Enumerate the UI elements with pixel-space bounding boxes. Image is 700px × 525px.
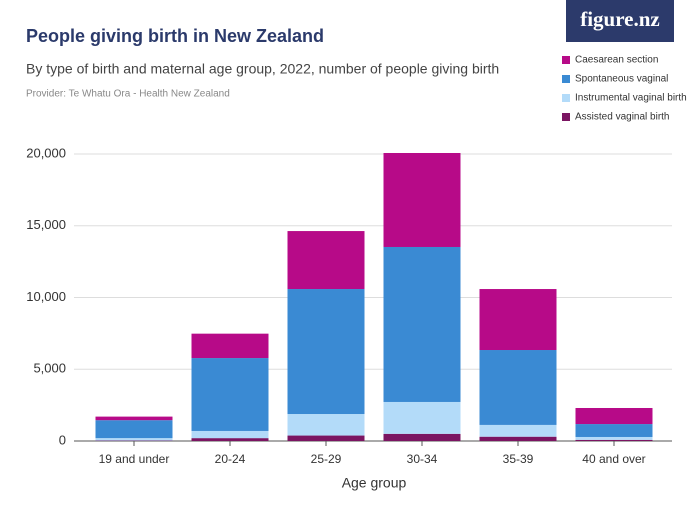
bar-segment <box>479 289 557 351</box>
logo: figure.nz <box>580 7 660 31</box>
legend-swatch <box>562 113 570 121</box>
legend-swatch <box>562 56 570 64</box>
bar-segment <box>479 424 557 437</box>
bar-segment <box>287 289 365 415</box>
x-tick-label: 30-34 <box>407 452 438 466</box>
provider: Provider: Te Whatu Ora - Health New Zeal… <box>26 89 230 100</box>
bar-segment <box>575 407 653 425</box>
legend-label: Caesarean section <box>575 55 658 66</box>
legend-label: Spontaneous vaginal <box>575 74 668 85</box>
bar-segment <box>287 231 365 290</box>
bar-segment <box>191 438 269 441</box>
chart-title: People giving birth in New Zealand <box>26 26 324 46</box>
x-tick-label: 40 and over <box>582 452 645 466</box>
bar-segment <box>191 430 269 439</box>
bar-segment <box>95 416 173 421</box>
bar-segment <box>287 414 365 436</box>
x-tick-label: 25-29 <box>311 452 342 466</box>
y-tick-label: 5,000 <box>33 361 66 376</box>
y-tick-label: 10,000 <box>26 289 66 304</box>
bar-segment <box>383 246 461 402</box>
bar-segment <box>575 424 653 437</box>
bar-segment <box>479 436 557 441</box>
bar-segment <box>383 152 461 247</box>
bar-segment <box>575 439 653 441</box>
x-tick-label: 35-39 <box>503 452 534 466</box>
legend-label: Assisted vaginal birth <box>575 112 670 123</box>
bar-segment <box>383 401 461 434</box>
y-tick-label: 0 <box>59 432 66 447</box>
y-tick-label: 15,000 <box>26 217 66 232</box>
x-tick-label: 19 and under <box>99 452 170 466</box>
bar-segment <box>191 333 269 359</box>
y-tick-label: 20,000 <box>26 145 66 160</box>
x-axis-label: Age group <box>342 475 407 491</box>
legend-label: Instrumental vaginal birth <box>575 93 687 104</box>
bar-segment <box>479 350 557 425</box>
bar-segment <box>383 433 461 441</box>
legend-swatch <box>562 94 570 102</box>
bar-segment <box>191 358 269 431</box>
x-tick-label: 20-24 <box>215 452 246 466</box>
bar-segment <box>95 420 173 439</box>
bar-segment <box>575 436 653 440</box>
logo-box <box>566 0 674 42</box>
bar-segment <box>95 438 173 441</box>
bar-segment <box>287 435 365 441</box>
legend-swatch <box>562 75 570 83</box>
chart-subtitle: By type of birth and maternal age group,… <box>26 61 499 77</box>
